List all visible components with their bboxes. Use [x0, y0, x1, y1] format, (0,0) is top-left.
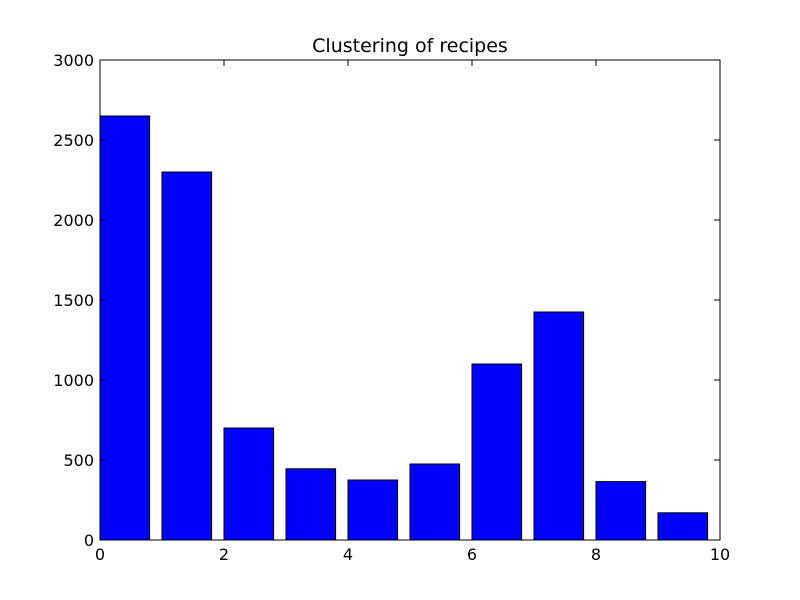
bar-4 — [347, 479, 399, 541]
plot-frame — [99, 59, 721, 541]
y-tick-label-2: 1000 — [53, 371, 94, 390]
y-tick-label-0: 0 — [84, 531, 94, 550]
ticks-group: 0 2 4 6 8 10 0 500 1000 1500 2000 2500 3000 — [53, 51, 730, 564]
y-tick-label-4: 2000 — [53, 211, 94, 230]
bar-5 — [409, 463, 461, 541]
x-tick-label-5: 10 — [710, 545, 730, 564]
x-tick-label-1: 2 — [219, 545, 229, 564]
y-tick-label-3: 1500 — [53, 291, 94, 310]
bar-7 — [533, 311, 585, 541]
bar-9 — [657, 512, 709, 541]
bars-group — [99, 115, 709, 541]
bar-6 — [471, 363, 523, 541]
bar-0 — [99, 115, 151, 541]
chart-title: Clustering of recipes — [312, 35, 508, 57]
x-tick-label-0: 0 — [95, 545, 105, 564]
bar-8 — [595, 481, 647, 541]
x-tick-label-3: 6 — [467, 545, 477, 564]
bar-1 — [161, 171, 213, 541]
y-tick-label-5: 2500 — [53, 131, 94, 150]
y-tick-label-6: 3000 — [53, 51, 94, 70]
y-tick-label-1: 500 — [63, 451, 94, 470]
x-tick-label-2: 4 — [343, 545, 353, 564]
bar-2 — [223, 427, 275, 541]
bar-3 — [285, 468, 337, 541]
x-tick-label-4: 8 — [591, 545, 601, 564]
